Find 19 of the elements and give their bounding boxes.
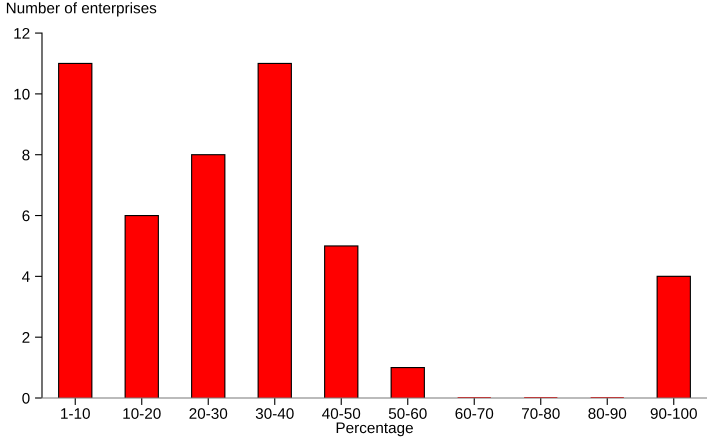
- y-tick-label: 2: [22, 332, 30, 343]
- x-tick-label: 40-50: [322, 408, 360, 419]
- x-tick-label: 80-90: [588, 408, 626, 419]
- y-tick-label: 10: [14, 88, 30, 100]
- y-axis-title: Number of enterprises: [6, 2, 156, 16]
- x-tick-label: 20-30: [189, 408, 228, 419]
- x-tick-label: 90-100: [650, 408, 697, 419]
- x-tick-label: 50-60: [388, 408, 427, 419]
- y-tick-label: 12: [14, 28, 30, 39]
- x-tick-label: 30-40: [256, 408, 294, 419]
- y-tick-label: 8: [22, 150, 30, 160]
- y-tick-label: 6: [22, 210, 30, 222]
- x-axis-title: Percentage: [336, 422, 413, 436]
- y-tick-label: 4: [22, 271, 30, 282]
- x-tick-label: 10-20: [123, 408, 161, 419]
- x-tick-label: 1-10: [61, 408, 90, 419]
- x-tick-label: 70-80: [522, 408, 560, 419]
- y-tick-label: 0: [22, 392, 30, 404]
- x-tick-label: 60-70: [455, 408, 494, 419]
